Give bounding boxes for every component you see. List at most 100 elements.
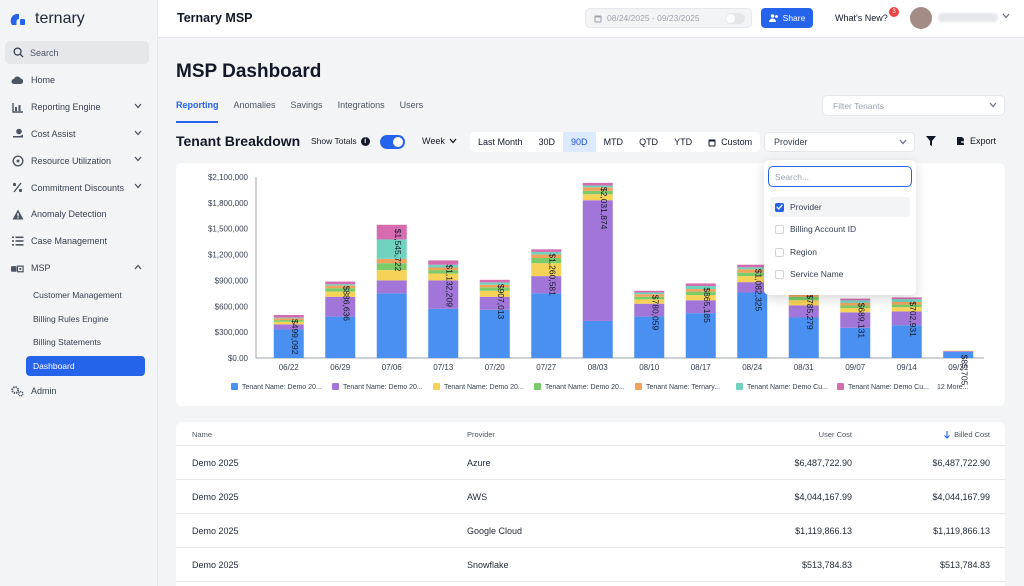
column-header-billed-cost[interactable]: Billed Cost	[944, 430, 990, 439]
bar-segment	[428, 270, 459, 274]
sidebar-item-commitment-discounts[interactable]: Commitment Discounts	[0, 174, 158, 201]
whats-new-link[interactable]: What's New?	[835, 13, 888, 23]
x-tick-label: 07/27	[536, 363, 557, 372]
bar-segment	[531, 254, 562, 259]
y-tick-label: $2,100,000	[208, 173, 249, 182]
bar-total-label: $785,279	[805, 294, 815, 330]
sidebar-subitem-dashboard[interactable]: Dashboard	[26, 355, 145, 376]
range-mtd[interactable]: MTD	[603, 137, 624, 147]
sidebar-subitem-billing-statements[interactable]: Billing Statements	[33, 337, 102, 348]
info-icon[interactable]: i	[360, 136, 370, 146]
chevron-down-icon	[134, 156, 142, 162]
export-button[interactable]: Export	[956, 136, 996, 146]
tab-reporting[interactable]: Reporting	[176, 100, 219, 110]
table-row[interactable]: Demo 2025 Snowflake $513,784.83 $513,784…	[176, 548, 1005, 582]
filter-icon[interactable]	[924, 134, 938, 148]
checkbox[interactable]	[775, 224, 784, 234]
column-header-user-cost[interactable]: User Cost	[818, 430, 852, 439]
bar-segment	[840, 302, 871, 306]
bar-segment	[634, 296, 665, 300]
tab-savings[interactable]: Savings	[290, 100, 323, 110]
bar-segment	[788, 296, 819, 301]
range-90d[interactable]: 90D	[563, 132, 596, 152]
dropdown-option-provider[interactable]: Provider	[770, 197, 910, 217]
table-row[interactable]: Demo 2025 Google Cloud $1,119,866.13 $1,…	[176, 514, 1005, 548]
bar-segment	[376, 263, 407, 271]
avatar[interactable]	[910, 7, 932, 29]
bar-segment	[273, 321, 304, 325]
dropdown-option-region[interactable]: Region	[770, 242, 910, 262]
user-name-blurred[interactable]	[938, 13, 998, 22]
dropdown-option-service-name[interactable]: Service Name	[770, 264, 910, 284]
msp-icon	[11, 261, 24, 274]
logo[interactable]: ternary	[9, 10, 85, 28]
date-range-buttons: Last Month 30D 90D MTD QTD YTD Custom	[470, 132, 761, 152]
checkbox[interactable]	[775, 269, 784, 279]
tab-users[interactable]: Users	[399, 100, 424, 110]
gauge-icon	[11, 154, 24, 167]
list-icon	[11, 235, 24, 248]
granularity-select[interactable]: Week	[422, 136, 457, 146]
dropdown-search-input[interactable]: Search...	[768, 166, 912, 187]
bar-total-label: $886,636	[341, 286, 351, 322]
bar-segment	[891, 301, 922, 305]
sidebar-item-resource-utilization[interactable]: Resource Utilization	[0, 147, 158, 174]
share-button[interactable]: Share	[761, 8, 813, 28]
range-qtd[interactable]: QTD	[639, 137, 659, 147]
range-last-month[interactable]: Last Month	[478, 137, 523, 147]
cell-provider: AWS	[467, 492, 488, 502]
bar-segment	[634, 290, 665, 293]
sidebar-item-anomaly-detection[interactable]: Anomaly Detection	[0, 201, 158, 228]
bar-total-label: $702,931	[908, 301, 918, 337]
bar-segment	[737, 267, 768, 270]
sidebar-item-home[interactable]: Home	[0, 67, 158, 94]
bar-segment	[582, 320, 613, 358]
column-header-provider[interactable]: Provider	[467, 430, 495, 439]
bar-segment	[788, 305, 819, 318]
table-row[interactable]: Demo 2025 AWS $4,044,167.99 $4,044,167.9…	[176, 480, 1005, 514]
range-30d[interactable]: 30D	[538, 137, 556, 147]
x-tick-label: 06/29	[330, 363, 351, 372]
export-icon	[957, 137, 966, 145]
sidebar-item-admin[interactable]: Admin	[0, 378, 158, 405]
cell-billed-cost: $4,044,167.99	[932, 492, 990, 502]
bar-segment	[840, 298, 871, 301]
sidebar-item-cost-assist[interactable]: Cost Assist	[0, 121, 158, 148]
cell-billed-cost: $513,784.83	[939, 560, 990, 570]
percent-icon	[11, 181, 24, 194]
range-custom[interactable]: Custom	[700, 132, 760, 152]
column-header-name[interactable]: Name	[192, 430, 213, 439]
chevron-down-icon[interactable]	[1002, 13, 1010, 19]
checkbox-checked[interactable]	[775, 202, 784, 212]
checkbox[interactable]	[775, 247, 784, 257]
column-header-label: Billed Cost	[954, 430, 990, 439]
bar-segment	[634, 294, 665, 297]
bar-segment	[325, 281, 356, 285]
bar-segment	[273, 320, 304, 322]
sidebar-search[interactable]: Search	[5, 41, 149, 64]
filter-tenants-select[interactable]: Filter Tenants	[822, 95, 1005, 116]
y-tick-label: $1,800,000	[208, 199, 249, 208]
show-totals-toggle[interactable]	[380, 135, 405, 149]
dropdown-option-billing-account-id[interactable]: Billing Account ID	[770, 219, 910, 239]
date-range-picker[interactable]: 08/24/2025 - 09/23/2025	[585, 8, 752, 28]
app-title: Ternary MSP	[177, 11, 253, 25]
sidebar-subitem-customer-management[interactable]: Customer Management	[33, 290, 122, 301]
sidebar-item-msp[interactable]: MSP	[0, 255, 158, 282]
date-range-toggle[interactable]	[725, 13, 745, 24]
sidebar-item-reporting-engine[interactable]: Reporting Engine	[0, 94, 158, 121]
warning-icon	[11, 208, 24, 221]
sidebar-subitem-billing-rules-engine[interactable]: Billing Rules Engine	[33, 313, 109, 324]
x-tick-label: 07/06	[382, 363, 403, 372]
tab-integrations[interactable]: Integrations	[337, 100, 385, 110]
sidebar-item-case-management[interactable]: Case Management	[0, 228, 158, 255]
table-row[interactable]: Demo 2025 Azure $6,487,722.90 $6,487,722…	[176, 446, 1005, 480]
tab-anomalies[interactable]: Anomalies	[233, 100, 276, 110]
range-ytd[interactable]: YTD	[674, 137, 693, 147]
legend-swatch	[837, 383, 844, 390]
group-by-select[interactable]: Provider	[764, 132, 915, 152]
legend-swatch	[231, 383, 238, 390]
check-icon	[776, 204, 783, 210]
bar-segment	[582, 187, 613, 191]
show-totals-text: Show Totals	[311, 136, 357, 146]
